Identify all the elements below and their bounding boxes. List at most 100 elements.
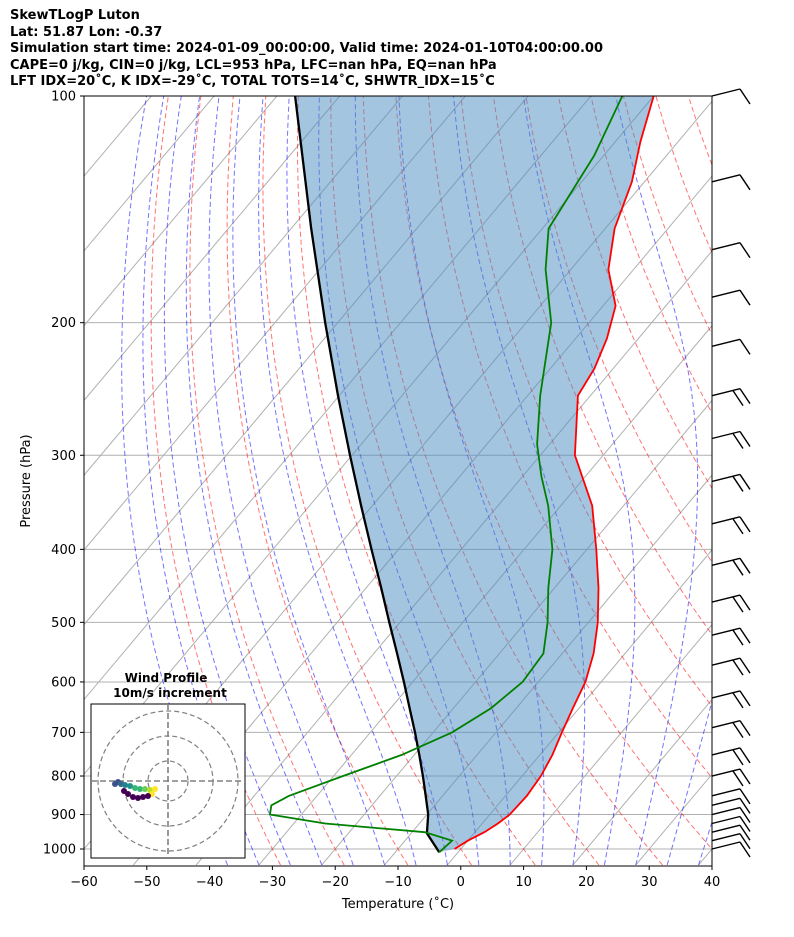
moist-adiabat bbox=[163, 96, 291, 866]
isotherm-gridline bbox=[84, 96, 215, 252]
title-times: Simulation start time: 2024-01-09_00:00:… bbox=[10, 41, 603, 56]
x-tick-label: 20 bbox=[578, 875, 595, 890]
isotherm-gridline bbox=[761, 96, 794, 865]
wind-barb bbox=[711, 594, 751, 613]
wind-barb bbox=[711, 88, 751, 105]
inset-title: Wind Profile bbox=[125, 671, 208, 685]
hodograph-point bbox=[127, 783, 133, 789]
wind-barb bbox=[711, 242, 751, 259]
moist-adiabat bbox=[666, 699, 712, 866]
x-tick-label: 40 bbox=[704, 875, 721, 890]
wind-barb bbox=[711, 627, 751, 646]
x-tick-label: −50 bbox=[133, 875, 160, 890]
y-tick-label: 600 bbox=[51, 675, 76, 690]
dewpoint-line bbox=[268, 96, 624, 853]
hodograph-point bbox=[122, 782, 128, 788]
dry-adiabat bbox=[786, 96, 794, 865]
cin-shading bbox=[295, 96, 654, 853]
wind-barb bbox=[711, 833, 751, 850]
dry-adiabat bbox=[525, 96, 712, 563]
hodograph-point bbox=[121, 788, 127, 794]
x-tick-label: 10 bbox=[515, 875, 532, 890]
dry-adiabat bbox=[226, 96, 409, 866]
wind-barb bbox=[711, 747, 751, 766]
moist-adiabat bbox=[208, 96, 354, 866]
hodograph-point bbox=[140, 794, 146, 800]
moist-adiabat bbox=[232, 96, 386, 866]
hodograph-point bbox=[137, 786, 143, 792]
inset-subtitle: 10m/s increment bbox=[113, 686, 227, 700]
y-axis-label: Pressure (hPa) bbox=[19, 434, 34, 527]
wind-barb bbox=[711, 557, 751, 576]
wind-barb bbox=[711, 824, 751, 841]
x-tick-label: −60 bbox=[70, 875, 97, 890]
temperature-line bbox=[454, 96, 655, 850]
x-tick-label: −20 bbox=[321, 875, 348, 890]
y-tick-label: 400 bbox=[51, 543, 76, 558]
y-tick-label: 300 bbox=[51, 449, 76, 464]
hodograph-point bbox=[142, 786, 148, 792]
wind-profile-inset: Wind Profile 10m/s increment bbox=[90, 671, 246, 859]
profiles bbox=[268, 96, 655, 853]
wind-barb bbox=[711, 657, 751, 676]
dry-adiabat bbox=[753, 96, 794, 865]
dry-adiabat bbox=[189, 96, 345, 866]
wind-barb bbox=[711, 768, 751, 787]
wind-barb bbox=[711, 516, 751, 535]
hodograph-point bbox=[145, 793, 151, 799]
moist-adiabat bbox=[615, 96, 699, 866]
wind-barb bbox=[711, 690, 751, 709]
wind-barb bbox=[711, 806, 751, 823]
moist-adiabat bbox=[730, 96, 794, 865]
wind-barb bbox=[711, 841, 751, 858]
dry-adiabat bbox=[262, 96, 472, 866]
wind-barb bbox=[711, 473, 751, 492]
y-tick-label: 800 bbox=[51, 770, 76, 785]
chart-header: SkewTLogP Luton Lat: 51.87 Lon: -0.37 Si… bbox=[10, 8, 603, 91]
wind-barb bbox=[711, 174, 751, 191]
dry-adiabat bbox=[622, 96, 712, 336]
wind-barb bbox=[711, 815, 751, 832]
wind-barbs bbox=[711, 88, 751, 858]
y-tick-label: 500 bbox=[51, 616, 76, 631]
wind-barb bbox=[711, 430, 751, 449]
title-coordinates: Lat: 51.87 Lon: -0.37 bbox=[10, 24, 163, 40]
wind-barb bbox=[711, 797, 751, 814]
hodograph-point bbox=[135, 795, 141, 801]
axes: −60 −50 −40 −30 −20 −10 0 10 20 30 40 100 200 300 400 5… bbox=[43, 90, 720, 891]
hodograph-point bbox=[152, 786, 158, 792]
isotherm-gridline bbox=[84, 96, 403, 476]
wind-barb bbox=[711, 719, 751, 739]
x-tick-label: −10 bbox=[384, 875, 411, 890]
moist-adiabat bbox=[185, 96, 323, 866]
title-indices-2: LFT IDX=20˚C, K IDX=-29˚C, TOTAL TOTS=14… bbox=[10, 74, 495, 89]
hodograph-ring bbox=[147, 760, 189, 802]
wind-barb bbox=[711, 788, 751, 805]
x-tick-label: −30 bbox=[259, 875, 286, 890]
moist-adiabat bbox=[258, 96, 417, 866]
hodograph-point bbox=[130, 794, 136, 800]
isotherm-gridline bbox=[572, 698, 712, 866]
title-indices-1: CAPE=0 j/kg, CIN=0 j/kg, LCL=953 hPa, LF… bbox=[10, 57, 497, 73]
isotherm-gridline bbox=[698, 848, 712, 866]
wind-barb bbox=[711, 289, 751, 306]
y-tick-label: 100 bbox=[51, 90, 76, 105]
title-station: SkewTLogP Luton bbox=[10, 8, 140, 23]
y-tick-label: 700 bbox=[51, 726, 76, 741]
dry-adiabat bbox=[590, 96, 712, 414]
isotherm-gridline bbox=[509, 623, 712, 866]
y-tick-label: 200 bbox=[51, 316, 76, 331]
isotherm-gridline bbox=[84, 96, 278, 327]
wind-barb bbox=[711, 387, 751, 407]
x-axis-label: Temperature (˚C) bbox=[341, 896, 454, 912]
y-tick-label: 900 bbox=[51, 808, 76, 823]
isotherm-gridline bbox=[84, 96, 341, 402]
dry-adiabat bbox=[150, 96, 281, 866]
wind-barb bbox=[711, 338, 751, 355]
x-tick-label: 30 bbox=[641, 875, 658, 890]
dry-adiabat bbox=[655, 96, 712, 254]
y-tick-label: 1000 bbox=[43, 843, 76, 858]
parcel-line bbox=[293, 96, 441, 853]
x-tick-label: −40 bbox=[196, 875, 223, 890]
